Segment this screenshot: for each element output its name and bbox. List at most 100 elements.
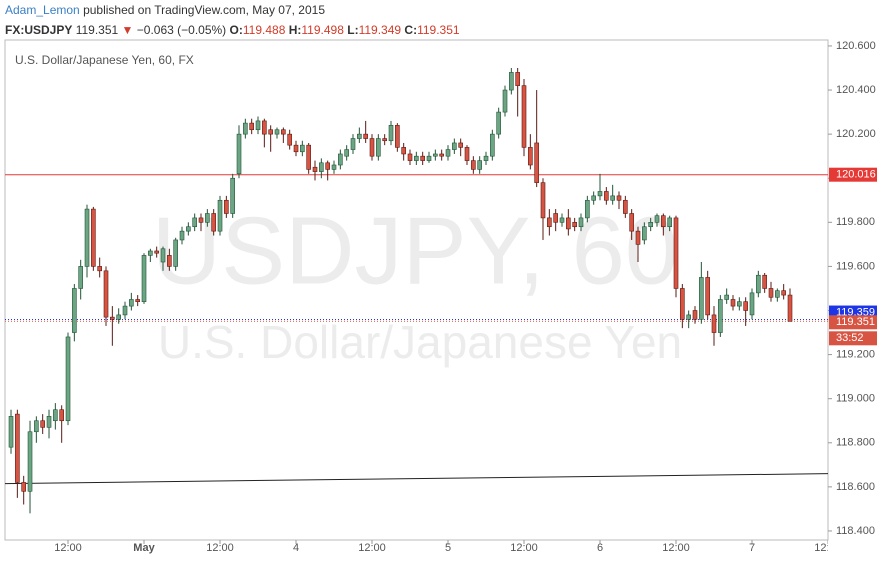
candle-body [97,266,102,272]
y-tick-label: 119.600 [836,260,875,272]
candle-body [445,149,451,157]
candle-body [781,290,786,296]
candle-body [705,277,710,316]
candle-body [382,138,387,142]
candle-body [72,288,77,333]
candle-body [477,160,482,170]
candle-body [103,270,109,318]
x-tick-label: 12:00 [814,542,842,554]
candle-body [566,217,571,230]
x-tick-label: 12:00 [510,542,538,554]
candle-body [192,217,197,228]
candle-body [686,314,691,320]
x-tick-label: 4 [293,542,299,554]
candle-body [281,129,286,135]
candle-body [268,129,273,135]
y-tick-label: 120.200 [836,128,876,140]
candle-body [357,133,362,139]
candle-body [91,208,96,267]
candle-body [388,125,394,142]
candle-body [21,482,26,492]
candle-body [8,416,14,448]
high: 119.498 [301,23,344,37]
candle-body [369,138,375,157]
candle-body [762,274,767,289]
quote-line: FX:USDJPY 119.351 ▼ −0.063 (−0.05%) O:11… [5,20,460,40]
candle-body [167,255,172,267]
candle-body [597,191,603,197]
candle-body [230,177,235,214]
candle-body [420,155,425,161]
candle-body [616,195,622,201]
candle-body [141,255,147,302]
candle-body [205,213,210,223]
x-tick-label: 7 [749,542,755,554]
candle-body [439,153,444,157]
candle-body [591,195,596,201]
x-tick-label: 12:00 [358,542,386,554]
open-label: O: [229,23,243,37]
x-tick-label: 12:00 [54,542,82,554]
candle-body [331,164,337,170]
low-label: L: [347,23,359,37]
candle-body [635,230,641,245]
candle-body [502,89,508,113]
candle-body [40,420,45,428]
candle-body [122,305,128,316]
candle-body [585,199,590,219]
candle-body [528,147,533,166]
axes: 118.400118.600118.800119.000119.200119.4… [54,40,877,554]
y-tick-label: 118.600 [836,481,875,493]
candle-body [236,133,242,175]
candle-body [34,420,39,433]
candle-body [414,155,419,161]
candle-body [433,153,438,157]
header: Adam_Lemon published on TradingView.com,… [5,0,460,40]
low: 119.349 [358,23,402,37]
candle-body [262,120,267,135]
candle-body [471,160,476,170]
candle-body [211,213,216,232]
candle-body [293,144,299,153]
candle-body [540,182,546,219]
x-axis: 12:00 May 12:00 4 12:00 5 12:00 6 12:00 7 12:00 [54,540,842,554]
close: 119.351 [417,23,460,37]
candle-body [724,294,729,300]
candle-body [243,122,248,135]
x-tick-label: 12:00 [206,542,234,554]
y-tick-label: 120.600 [836,40,876,52]
candle-body [661,215,666,228]
candle-body [654,215,660,223]
candle-body [350,138,356,150]
candle-body [407,153,413,161]
candle-body [78,266,83,289]
watermark-symbol: USDJPY, 60 [152,197,679,304]
candle-body [648,222,653,228]
candle-body [84,208,90,267]
candle-body [15,413,20,483]
candle-body [490,133,495,157]
horizontal-line-box [829,167,877,182]
candle-body [623,199,628,214]
candle-body [521,85,527,148]
chart-title: U.S. Dollar/Japanese Yen, 60, FX [15,53,194,67]
y-tick-label: 118.800 [836,437,875,449]
x-tick-label: May [133,542,155,554]
candle-body [160,248,166,263]
close-label: C: [404,23,418,37]
candle-body [59,409,64,422]
candle-body [312,166,318,172]
horizontal-line-label: 120.016 [836,169,876,181]
author[interactable]: Adam_Lemon [5,3,80,17]
candle-body [787,294,793,322]
direction: ▼ [121,23,134,37]
candle-body [749,292,755,316]
symbol: FX:USDJPY [5,23,73,37]
candle-body [274,129,280,135]
high-label: H: [288,23,302,37]
trend-line [5,473,828,485]
candle-body [515,72,520,86]
candle-body [186,226,191,232]
